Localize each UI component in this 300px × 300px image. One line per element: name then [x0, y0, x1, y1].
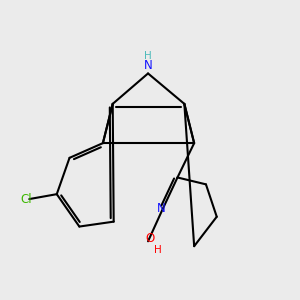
- Text: N: N: [144, 59, 152, 72]
- Text: O: O: [145, 232, 154, 245]
- Text: N: N: [157, 202, 166, 215]
- Text: H: H: [144, 51, 152, 61]
- Text: Cl: Cl: [20, 193, 32, 206]
- Text: H: H: [154, 244, 162, 254]
